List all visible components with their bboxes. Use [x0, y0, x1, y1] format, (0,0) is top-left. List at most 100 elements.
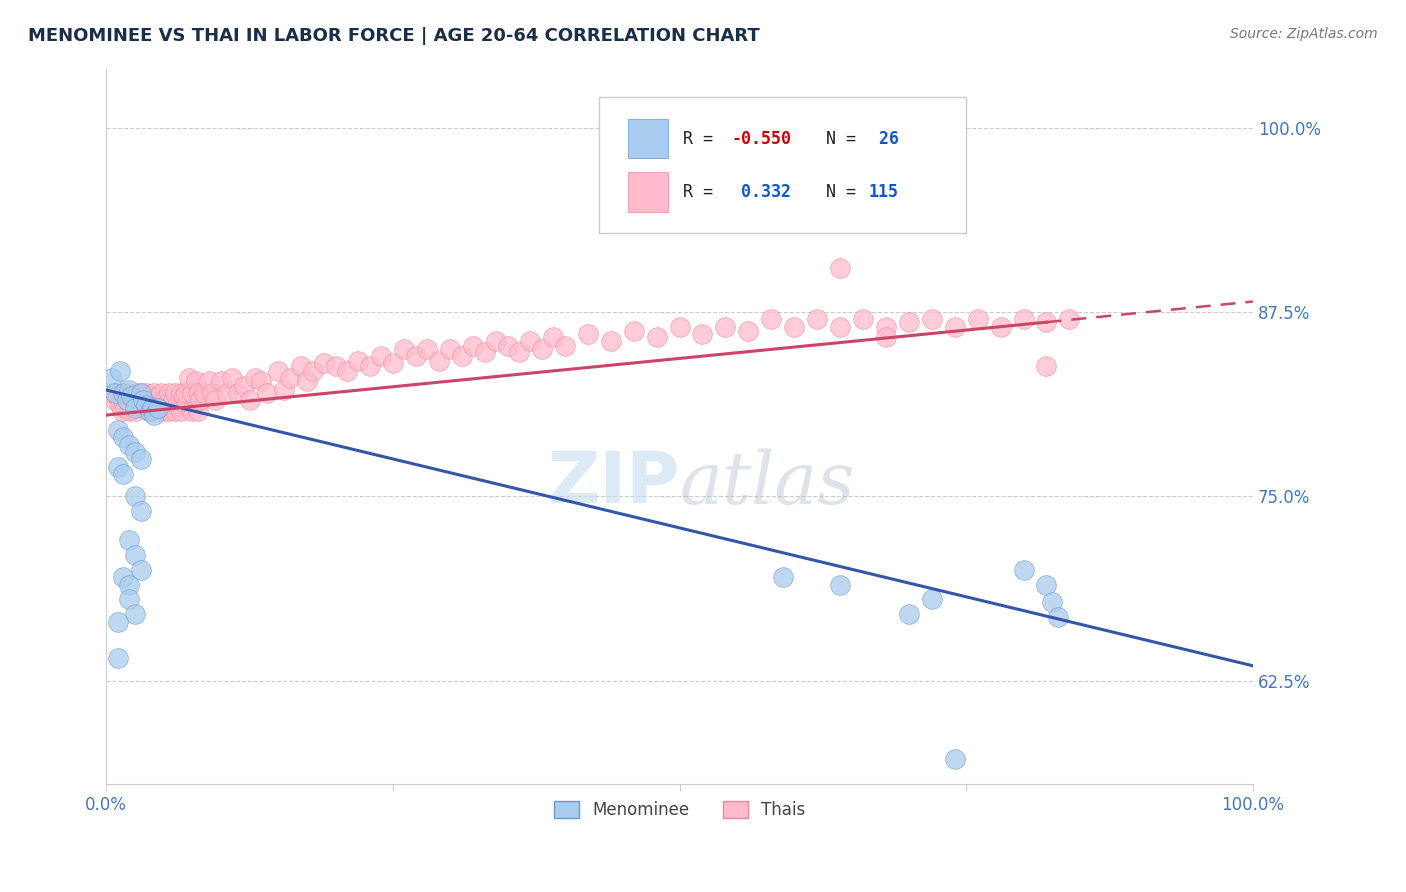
Point — [576, 326, 599, 341]
Point — [668, 319, 690, 334]
Point — [519, 334, 541, 349]
Point — [163, 386, 186, 401]
Text: 0.332: 0.332 — [731, 183, 792, 202]
FancyBboxPatch shape — [628, 172, 668, 211]
Point — [104, 393, 127, 408]
Point — [104, 386, 127, 401]
Point — [152, 393, 174, 408]
Point — [118, 577, 141, 591]
Point — [118, 403, 141, 417]
Point — [129, 398, 152, 412]
Point — [125, 386, 148, 401]
Point — [121, 389, 143, 403]
Point — [157, 386, 180, 401]
Point — [139, 389, 162, 403]
Point — [118, 533, 141, 548]
Text: 115: 115 — [869, 183, 898, 202]
Point — [124, 445, 146, 459]
Point — [141, 403, 163, 417]
Point — [394, 342, 416, 356]
Point — [135, 386, 157, 401]
Point — [122, 389, 145, 403]
Point — [359, 359, 381, 374]
Point — [112, 393, 135, 408]
Point — [118, 437, 141, 451]
Point — [921, 592, 943, 607]
Point — [198, 374, 221, 388]
Point — [623, 324, 645, 338]
Point — [209, 374, 232, 388]
Point — [897, 607, 920, 622]
Point — [737, 324, 759, 338]
Point — [201, 386, 224, 401]
Point — [129, 386, 152, 401]
Point — [381, 356, 404, 370]
Point — [530, 342, 553, 356]
Point — [188, 393, 211, 408]
Point — [118, 592, 141, 607]
Point — [508, 344, 530, 359]
Point — [155, 398, 177, 412]
Point — [135, 398, 157, 412]
Point — [112, 570, 135, 584]
Point — [141, 401, 163, 415]
Point — [107, 615, 129, 629]
Point — [181, 386, 204, 401]
Point — [115, 393, 138, 408]
Point — [875, 319, 897, 334]
Point — [232, 378, 254, 392]
Point — [1012, 312, 1035, 326]
Text: Source: ZipAtlas.com: Source: ZipAtlas.com — [1230, 27, 1378, 41]
Point — [112, 386, 135, 401]
Point — [111, 403, 134, 417]
Point — [828, 577, 851, 591]
Point — [943, 319, 966, 334]
Point — [204, 393, 226, 408]
Point — [176, 386, 198, 401]
Text: ZIP: ZIP — [547, 449, 679, 518]
Point — [875, 330, 897, 344]
Point — [301, 364, 323, 378]
Point — [146, 401, 169, 415]
Text: -0.550: -0.550 — [731, 129, 792, 147]
Point — [1035, 577, 1057, 591]
Point — [148, 403, 170, 417]
Point — [124, 403, 146, 417]
Point — [173, 389, 195, 403]
Point — [256, 386, 278, 401]
Point — [124, 401, 146, 415]
Point — [273, 383, 295, 397]
Text: R =: R = — [683, 183, 723, 202]
Point — [129, 563, 152, 577]
Point — [166, 398, 188, 412]
Point — [336, 364, 359, 378]
Point — [921, 312, 943, 326]
Point — [118, 393, 141, 408]
Point — [599, 334, 621, 349]
Point — [146, 389, 169, 403]
Point — [114, 401, 136, 415]
Point — [127, 393, 149, 408]
Point — [1035, 315, 1057, 329]
Point — [162, 393, 184, 408]
Point — [290, 359, 312, 374]
Point — [141, 393, 163, 408]
Text: MENOMINEE VS THAI IN LABOR FORCE | AGE 20-64 CORRELATION CHART: MENOMINEE VS THAI IN LABOR FORCE | AGE 2… — [28, 27, 759, 45]
Point — [121, 398, 143, 412]
Point — [238, 393, 260, 408]
Point — [772, 570, 794, 584]
Point — [143, 386, 166, 401]
Point — [496, 339, 519, 353]
Point — [463, 339, 485, 353]
Point — [852, 312, 875, 326]
Point — [139, 403, 162, 417]
Point — [134, 393, 156, 408]
FancyBboxPatch shape — [599, 97, 966, 233]
Point — [187, 386, 209, 401]
Point — [118, 383, 141, 397]
Point — [1012, 563, 1035, 577]
Text: N =: N = — [806, 129, 866, 147]
Point — [250, 374, 273, 388]
Point — [645, 330, 668, 344]
Point — [1035, 359, 1057, 374]
